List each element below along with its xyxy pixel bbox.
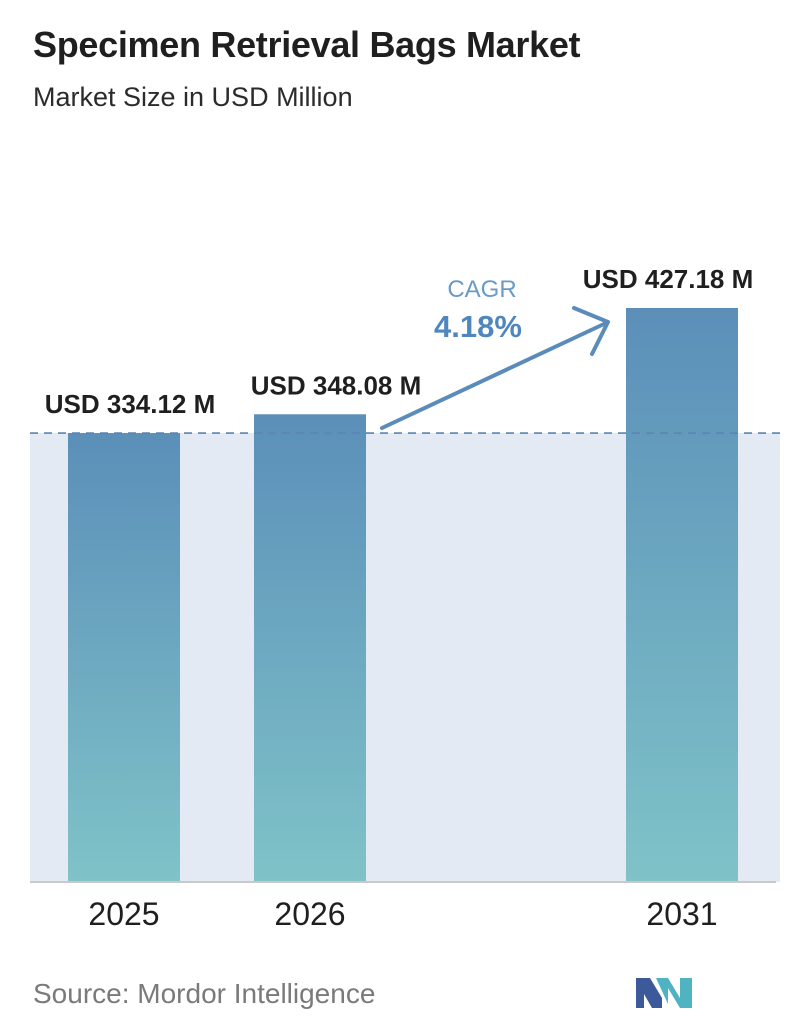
cagr-label: CAGR [447,276,516,303]
data-label-2025: USD 334.12 M [45,389,216,419]
x-tick-2025: 2025 [88,896,159,932]
bar-2025 [68,433,180,882]
x-tick-2031: 2031 [646,896,717,932]
data-label-2026: USD 348.08 M [251,370,422,400]
cagr-value: 4.18% [434,309,522,344]
cagr-arrow [380,306,610,430]
chart-subtitle: Market Size in USD Million [33,82,353,112]
chart-title: Specimen Retrieval Bags Market [33,24,581,65]
data-label-2031: USD 427.18 M [583,264,754,294]
source-note: Source: Mordor Intelligence [33,978,376,1009]
bar-2031 [626,308,738,882]
cagr-annotation: CAGR 4.18% [380,276,610,430]
x-tick-2026: 2026 [274,896,345,932]
mordor-intelligence-logo [636,978,692,1008]
bar-2026 [254,414,366,882]
